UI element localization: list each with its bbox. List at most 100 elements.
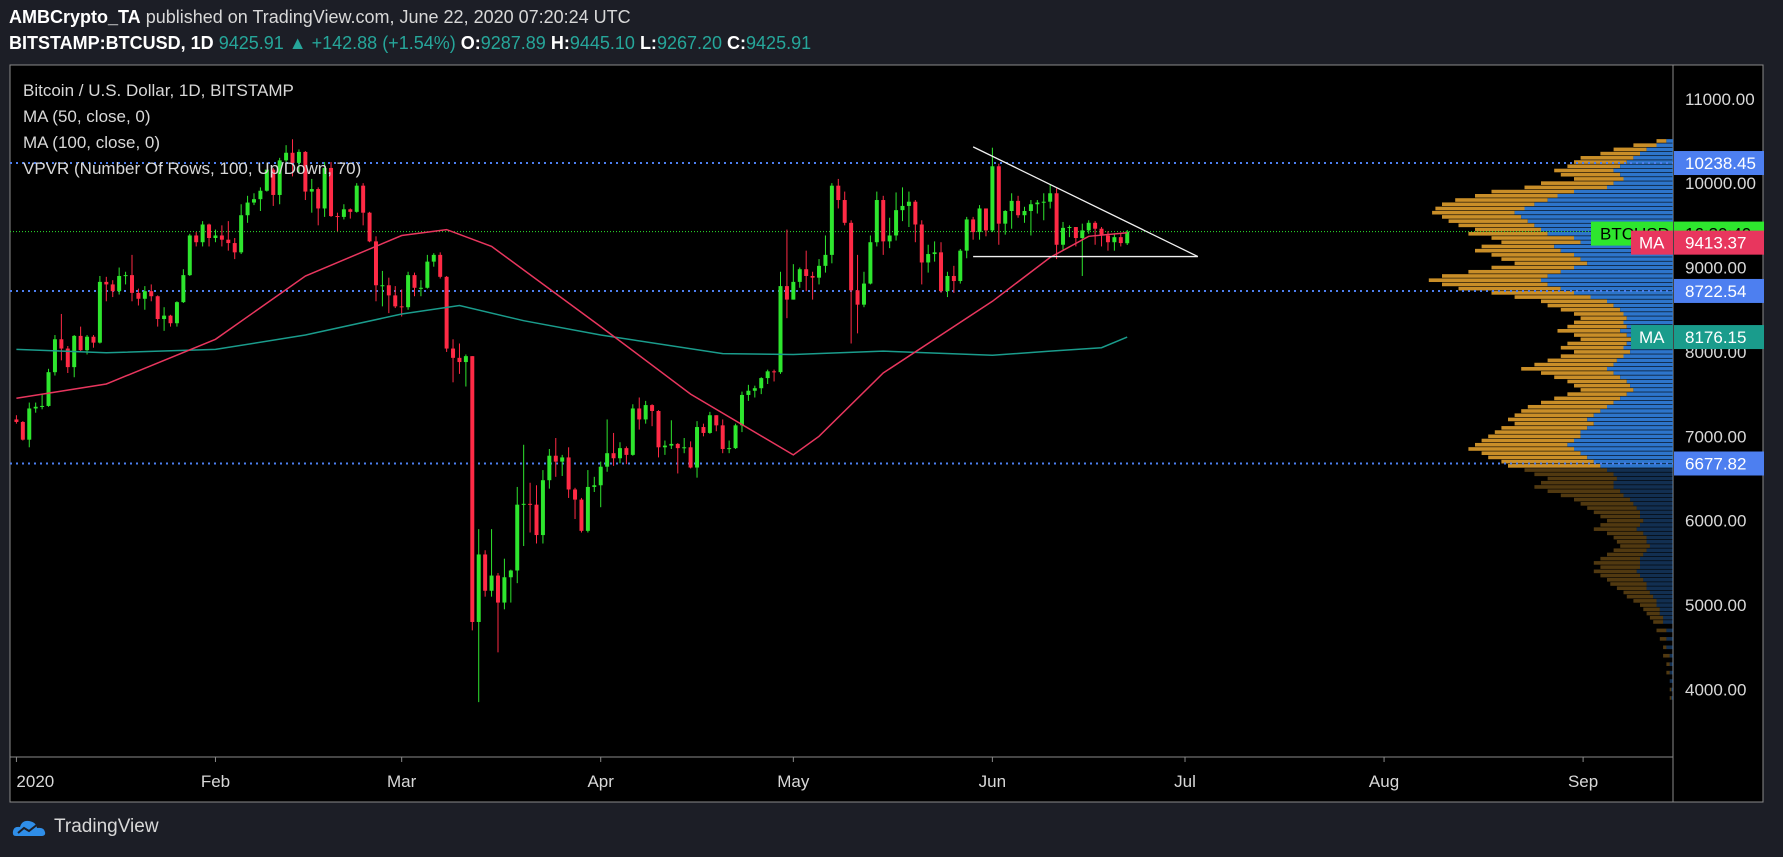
vpvr-row-down xyxy=(1574,312,1624,316)
author-name[interactable]: AMBCrypto_TA xyxy=(9,7,141,27)
vpvr-row-up xyxy=(1636,527,1673,531)
x-tick-label: Jul xyxy=(1174,772,1196,791)
vpvr-row-up xyxy=(1656,143,1673,147)
vpvr-row-down xyxy=(1541,299,1607,304)
vpvr-row-down xyxy=(1428,278,1541,283)
candle-body xyxy=(727,448,732,450)
vpvr-row-up xyxy=(1613,181,1673,185)
candle-body xyxy=(849,222,854,291)
vpvr-row-down xyxy=(1455,198,1548,202)
candle-body xyxy=(874,200,879,243)
candle-body xyxy=(406,275,411,308)
vpvr-row-up xyxy=(1574,438,1673,443)
x-tick-label: Sep xyxy=(1568,772,1598,791)
candle-body xyxy=(425,261,430,288)
vpvr-row-up xyxy=(1593,413,1673,418)
vpvr-row-down xyxy=(1534,362,1614,367)
vpvr-row-up xyxy=(1640,565,1673,569)
x-tick-label: Mar xyxy=(387,772,417,791)
vpvr-row-up xyxy=(1521,215,1673,219)
vpvr-row-down xyxy=(1547,489,1621,493)
vpvr-row-up xyxy=(1643,577,1673,582)
ma-value-box xyxy=(1674,325,1764,350)
level-tag-box xyxy=(1674,151,1764,176)
vpvr-row-up xyxy=(1649,544,1673,548)
vpvr-row-up xyxy=(1653,594,1673,599)
candle-body xyxy=(547,455,552,481)
candle-body xyxy=(155,296,160,320)
vpvr-row-down xyxy=(1593,561,1640,565)
vpvr-row-down xyxy=(1633,599,1657,603)
vpvr-row-down xyxy=(1656,139,1667,143)
vpvr-row-down xyxy=(1458,223,1535,228)
vpvr-row-up xyxy=(1671,696,1673,700)
candle-body xyxy=(958,250,963,282)
candle-body xyxy=(739,394,744,426)
vpvr-row-up xyxy=(1640,556,1673,561)
vpvr-row-down xyxy=(1616,586,1647,591)
low-label: L: xyxy=(639,33,657,53)
candle-body xyxy=(521,503,526,505)
candle-body xyxy=(926,254,931,263)
vpvr-row-up xyxy=(1613,472,1673,477)
vpvr-row-up xyxy=(1590,295,1673,299)
vpvr-row-down xyxy=(1468,231,1548,236)
close-value: 9425.91 xyxy=(746,33,812,53)
vpvr-row-up xyxy=(1580,434,1673,439)
vpvr-row-up xyxy=(1633,502,1673,506)
vpvr-row-up xyxy=(1593,459,1673,464)
candle-body xyxy=(540,480,545,536)
vpvr-row-down xyxy=(1567,379,1627,384)
candle-body xyxy=(194,235,199,243)
tradingview-brand[interactable]: TradingView xyxy=(12,816,159,838)
candle-body xyxy=(605,453,610,467)
vpvr-row-down xyxy=(1514,413,1594,418)
x-tick-label: Apr xyxy=(587,772,614,791)
vpvr-row-down xyxy=(1554,168,1614,173)
legend-ma50[interactable]: MA (50, close, 0) xyxy=(23,107,151,126)
vpvr-row-down xyxy=(1580,316,1627,320)
vpvr-row-up xyxy=(1613,362,1673,367)
vpvr-row-up xyxy=(1607,185,1673,190)
candle-body xyxy=(40,405,45,407)
vpvr-row-down xyxy=(1554,375,1621,380)
vpvr-row-up xyxy=(1640,573,1673,578)
candle-body xyxy=(945,275,950,292)
vpvr-row-up xyxy=(1640,151,1673,156)
candle-body xyxy=(765,371,770,379)
vpvr-row-up xyxy=(1607,366,1673,371)
y-tick-label: 7000.00 xyxy=(1685,427,1746,446)
vpvr-row-down xyxy=(1481,244,1555,249)
vpvr-row-down xyxy=(1508,464,1601,468)
time-axis[interactable]: 2020 Feb Mar Apr May Jun Jul Aug Sep xyxy=(15,757,1598,791)
vpvr-row-up xyxy=(1600,409,1673,413)
vpvr-row-down xyxy=(1442,202,1535,207)
legend-vpvr[interactable]: VPVR (Number Of Rows, 100, Up/Down, 70) xyxy=(23,159,361,178)
vpvr-row-up xyxy=(1580,257,1673,261)
vpvr-row-down xyxy=(1491,291,1574,295)
vpvr-row-up xyxy=(1587,417,1673,422)
triangle-up-icon: ▲ xyxy=(288,33,307,53)
vpvr-row-up xyxy=(1527,219,1673,223)
vpvr-row-up xyxy=(1640,510,1673,515)
vpvr-row-up xyxy=(1666,637,1673,641)
vpvr-row-up xyxy=(1534,202,1673,207)
candle-body xyxy=(1112,237,1117,243)
vpvr-row-down xyxy=(1547,303,1614,308)
candle-body xyxy=(373,241,378,286)
vpvr-row-down xyxy=(1574,177,1624,181)
vpvr-row-up xyxy=(1623,312,1673,316)
candle-body xyxy=(451,348,456,358)
candle-body xyxy=(33,406,38,409)
vpvr-row-down xyxy=(1659,637,1667,641)
candle-body xyxy=(695,427,700,468)
vpvr-row-up xyxy=(1630,497,1673,502)
level-price-tag: 8722.54 xyxy=(1674,278,1764,303)
candle-body xyxy=(733,425,738,449)
candle-body xyxy=(1048,193,1053,202)
vpvr-row-down xyxy=(1560,493,1624,498)
legend-ma100[interactable]: MA (100, close, 0) xyxy=(23,133,160,152)
vpvr-row-up xyxy=(1659,607,1673,612)
vpvr-row-up xyxy=(1607,468,1673,472)
